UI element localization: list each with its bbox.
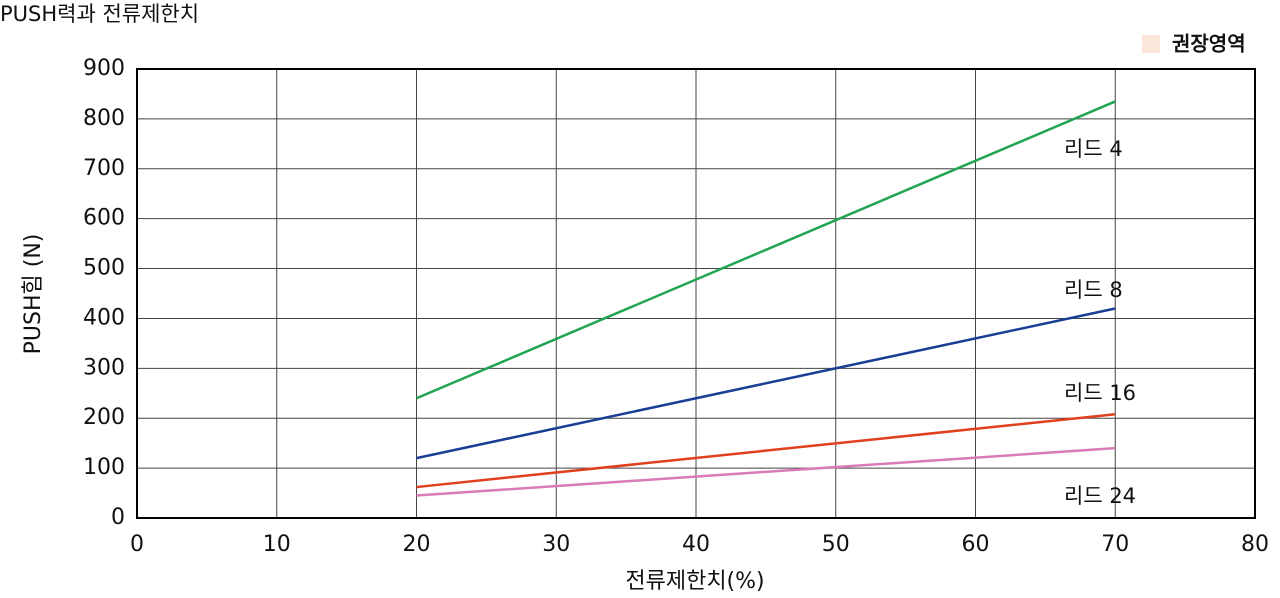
y-tick-label: 900 — [83, 56, 125, 81]
chart-title: PUSH력과 전류제한치 — [0, 2, 199, 26]
x-tick-label: 80 — [1241, 532, 1269, 557]
x-tick-label: 50 — [822, 532, 850, 557]
legend-label: 권장영역 — [1172, 32, 1246, 56]
x-tick-label: 0 — [130, 532, 144, 557]
y-tick-label: 0 — [111, 505, 125, 530]
series-label: 리드 8 — [1064, 278, 1123, 302]
y-tick-label: 200 — [83, 405, 125, 430]
x-tick-label: 70 — [1101, 532, 1129, 557]
series-line — [416, 412, 1116, 489]
series-line — [416, 446, 1116, 497]
x-tick-label: 20 — [403, 532, 431, 557]
legend-swatch — [1142, 35, 1160, 53]
y-tick-label: 400 — [83, 305, 125, 330]
y-tick-label: 300 — [83, 355, 125, 380]
y-tick-label: 500 — [83, 256, 125, 281]
y-tick-label: 600 — [83, 206, 125, 231]
y-axis-label: PUSH힘 (N) — [21, 234, 46, 355]
series-label: 리드 24 — [1064, 484, 1136, 508]
y-tick-label: 800 — [83, 106, 125, 131]
plot-frame — [136, 68, 1256, 519]
series-label: 리드 16 — [1064, 381, 1136, 405]
x-tick-label: 10 — [263, 532, 291, 557]
y-tick-label: 700 — [83, 156, 125, 181]
x-axis-label: 전류제한치(%) — [625, 569, 764, 594]
series-line — [416, 307, 1116, 460]
x-tick-label: 30 — [542, 532, 570, 557]
series-line — [416, 100, 1116, 400]
x-tick-label: 40 — [682, 532, 710, 557]
y-tick-label: 100 — [83, 455, 125, 480]
x-tick-label: 60 — [962, 532, 990, 557]
series-label: 리드 4 — [1064, 137, 1123, 161]
